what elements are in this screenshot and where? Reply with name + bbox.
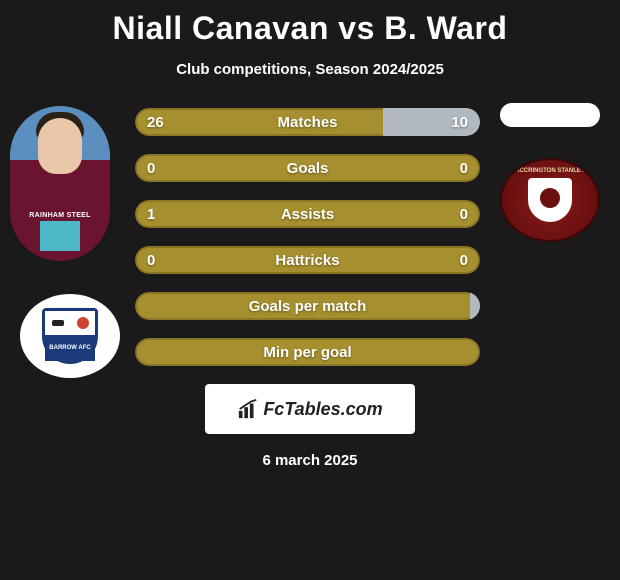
stat-value-right: 0 xyxy=(460,206,468,223)
stat-row: Matches 26 10 xyxy=(135,108,480,136)
stat-row: Goals per match xyxy=(135,292,480,320)
stat-value-right: 0 xyxy=(460,252,468,269)
crest-shield-icon: BARROW AFC xyxy=(42,308,98,364)
player-left-name: Niall Canavan xyxy=(113,10,329,46)
crest-shield-bottom: BARROW AFC xyxy=(45,335,95,361)
player-head-icon xyxy=(38,118,82,174)
jersey-sponsor-text: RAINHAM STEEL xyxy=(10,212,110,219)
crest-right-emblem-icon xyxy=(540,188,560,208)
stat-label: Goals per match xyxy=(249,298,367,315)
jersey-stripe-icon xyxy=(40,221,80,251)
site-name: FcTables.com xyxy=(263,399,382,420)
player-left-photo: RAINHAM STEEL xyxy=(10,106,110,261)
stat-row: Goals 0 0 xyxy=(135,154,480,182)
season-subtitle: Club competitions, Season 2024/2025 xyxy=(0,61,620,78)
crest-right-inner-icon xyxy=(528,178,572,222)
player-left-crest: BARROW AFC xyxy=(20,294,120,378)
site-badge: FcTables.com xyxy=(205,384,415,434)
vs-separator: vs xyxy=(338,10,375,46)
comparison-title: Niall Canavan vs B. Ward xyxy=(0,0,620,47)
bar-fill-right xyxy=(470,292,480,320)
stat-value-left: 1 xyxy=(147,206,155,223)
stat-value-left: 0 xyxy=(147,252,155,269)
stat-value-right: 0 xyxy=(460,160,468,177)
submarine-icon xyxy=(52,320,64,326)
update-date: 6 march 2025 xyxy=(0,452,620,469)
stat-value-left: 0 xyxy=(147,160,155,177)
stat-value-left: 26 xyxy=(147,114,164,131)
crest-shield-top xyxy=(45,311,95,335)
stat-row: Hattricks 0 0 xyxy=(135,246,480,274)
crest-right-circle-icon: ACCRINGTON STANLEY xyxy=(500,158,600,242)
fctables-logo-icon xyxy=(237,398,259,420)
stat-label: Hattricks xyxy=(275,252,339,269)
player-right-crest: ACCRINGTON STANLEY xyxy=(500,158,600,242)
comparison-content: RAINHAM STEEL BARROW AFC ACCRINGTON STAN… xyxy=(0,108,620,366)
stat-label: Matches xyxy=(277,114,337,131)
stat-label: Goals xyxy=(287,160,329,177)
crest-circle-icon: BARROW AFC xyxy=(20,294,120,378)
stat-value-right: 10 xyxy=(451,114,468,131)
player-right-name: B. Ward xyxy=(384,10,507,46)
player-right-photo xyxy=(500,103,600,127)
stat-label: Assists xyxy=(281,206,334,223)
stat-bars: Matches2610Goals00Assists10Hattricks00Go… xyxy=(135,108,480,366)
rose-icon xyxy=(77,317,89,329)
stat-label: Min per goal xyxy=(263,344,351,361)
crest-left-name: BARROW AFC xyxy=(49,345,90,351)
crest-right-text: ACCRINGTON STANLEY xyxy=(502,168,598,174)
stat-row: Assists 1 0 xyxy=(135,200,480,228)
stat-row: Min per goal xyxy=(135,338,480,366)
